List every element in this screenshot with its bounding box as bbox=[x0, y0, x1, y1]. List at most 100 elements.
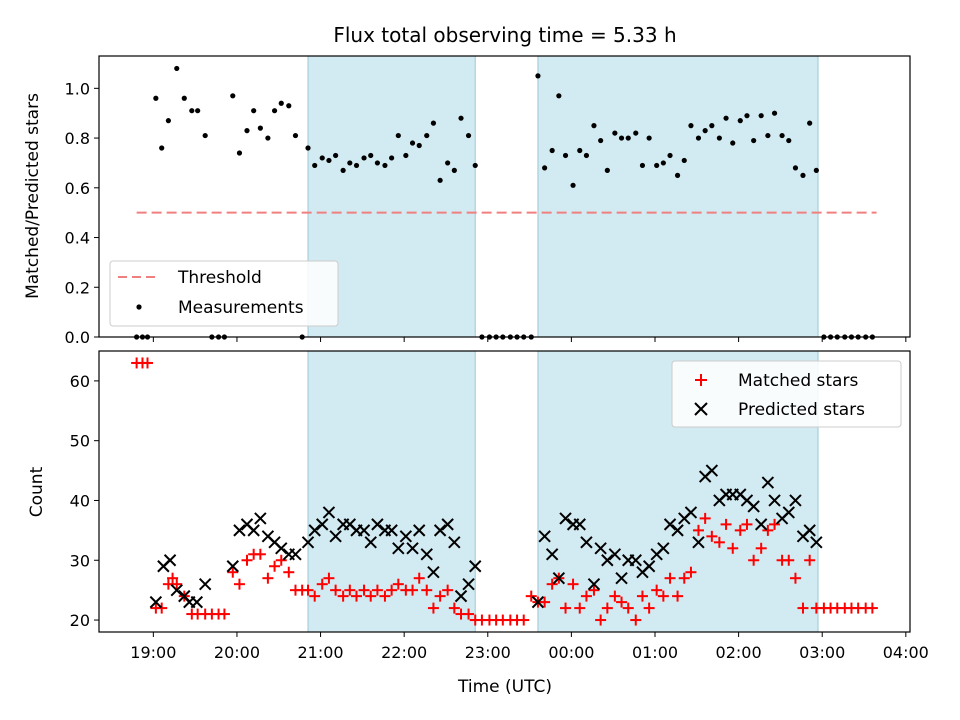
predicted-star-marker bbox=[170, 583, 183, 597]
predicted-star-marker bbox=[559, 512, 572, 525]
marker-stroke bbox=[692, 536, 705, 549]
matched-star-marker bbox=[379, 590, 391, 602]
predicted-star-marker bbox=[233, 524, 246, 537]
measurement-point bbox=[312, 162, 318, 169]
top-y-axis-label: Matched/Predicted stars bbox=[23, 93, 43, 299]
matched-star-marker bbox=[218, 608, 230, 620]
marker-stroke bbox=[149, 595, 163, 609]
predicted-star-marker bbox=[406, 542, 419, 555]
measurement-point bbox=[305, 145, 311, 151]
measurement-point bbox=[723, 115, 729, 121]
predicted-star-marker bbox=[782, 506, 795, 519]
y-tick-label: 0.6 bbox=[65, 179, 90, 198]
predicted-star-marker bbox=[301, 536, 315, 549]
matched-star-marker bbox=[518, 614, 530, 626]
measurement-point bbox=[445, 160, 451, 166]
measurement-point bbox=[709, 123, 715, 129]
marker-stroke bbox=[190, 595, 204, 609]
predicted-star-marker bbox=[322, 506, 336, 519]
measurement-point bbox=[368, 152, 374, 159]
measurement-point bbox=[570, 182, 576, 188]
measurement-point bbox=[409, 140, 416, 146]
measurement-point bbox=[347, 160, 353, 166]
legend-predicted-label: Predicted stars bbox=[738, 400, 865, 420]
measurement-point bbox=[688, 123, 694, 129]
predicted-star-marker bbox=[642, 560, 656, 573]
marker-stroke bbox=[740, 494, 754, 507]
marker-stroke bbox=[448, 536, 461, 549]
marker-stroke bbox=[198, 577, 212, 591]
matched-star-marker bbox=[442, 584, 454, 596]
measurement-point bbox=[174, 65, 180, 72]
marker-stroke bbox=[538, 530, 551, 543]
x-tick-label: 01:00 bbox=[632, 643, 678, 662]
y-tick-label: 0.8 bbox=[65, 129, 90, 148]
measurement-point bbox=[633, 130, 639, 136]
matched-star-marker bbox=[588, 584, 600, 596]
y-tick-label: 20 bbox=[70, 611, 90, 630]
matched-star-marker bbox=[657, 590, 669, 602]
matched-star-marker bbox=[789, 572, 801, 584]
matched-star-marker bbox=[651, 584, 663, 596]
predicted-star-marker bbox=[190, 595, 204, 609]
matched-star-marker bbox=[567, 578, 579, 590]
bottom-y-axis-label: Count bbox=[27, 466, 47, 517]
measurement-point bbox=[244, 128, 250, 134]
shaded-interval bbox=[537, 55, 819, 338]
bottom-y-axis: 20 30 40 50 60 bbox=[70, 372, 99, 630]
marker-stroke bbox=[427, 566, 440, 579]
y-tick-label: 0.4 bbox=[65, 229, 90, 248]
measurement-point bbox=[751, 137, 757, 144]
predicted-star-marker bbox=[163, 554, 177, 567]
measurement-point bbox=[535, 73, 541, 79]
marker-stroke bbox=[308, 524, 321, 537]
matched-star-marker bbox=[227, 566, 239, 578]
top-legend-box bbox=[109, 260, 339, 327]
measurement-point bbox=[779, 132, 785, 139]
predicted-star-marker bbox=[684, 506, 698, 519]
top-x-ticks bbox=[152, 337, 907, 342]
matched-star-marker bbox=[783, 554, 795, 566]
predicted-star-marker bbox=[615, 571, 628, 585]
legend-measurements-label: Measurements bbox=[178, 298, 304, 318]
y-tick-label: 0.0 bbox=[65, 328, 90, 347]
predicted-star-marker bbox=[594, 542, 607, 555]
legend-threshold-label: Threshold bbox=[177, 268, 262, 288]
measurement-point bbox=[326, 157, 332, 164]
matched-star-marker bbox=[804, 554, 816, 566]
predicted-star-marker bbox=[545, 548, 559, 561]
measurement-point bbox=[333, 152, 339, 159]
matched-star-marker bbox=[262, 572, 274, 584]
x-tick-label: 19:00 bbox=[130, 643, 176, 662]
matched-star-marker bbox=[678, 572, 690, 584]
marker-stroke bbox=[233, 524, 246, 537]
marker-stroke bbox=[226, 560, 239, 573]
measurement-point bbox=[165, 118, 171, 124]
matched-star-marker bbox=[413, 572, 425, 584]
marker-stroke bbox=[803, 524, 816, 537]
marker-stroke bbox=[810, 536, 823, 549]
measurement-point bbox=[458, 115, 464, 121]
measurement-point bbox=[340, 167, 346, 173]
marker-stroke bbox=[357, 524, 371, 537]
measurement-point bbox=[716, 135, 722, 141]
predicted-star-marker bbox=[671, 524, 684, 537]
matched-star-marker bbox=[546, 578, 558, 590]
measurement-point bbox=[765, 132, 771, 139]
matched-star-marker bbox=[797, 602, 809, 614]
predicted-star-marker bbox=[357, 524, 371, 537]
legend-measurements-swatch bbox=[136, 304, 142, 310]
predicted-star-marker bbox=[573, 518, 586, 531]
x-tick-label: 21:00 bbox=[298, 643, 344, 662]
matched-star-marker bbox=[713, 536, 725, 548]
measurement-point bbox=[265, 135, 271, 141]
matched-star-marker bbox=[167, 572, 179, 584]
predicted-star-marker bbox=[420, 548, 433, 561]
predicted-star-marker bbox=[705, 464, 719, 477]
predicted-star-marker bbox=[587, 577, 601, 591]
measurement-point bbox=[786, 137, 792, 144]
measurement-point bbox=[681, 157, 687, 164]
marker-stroke bbox=[608, 548, 622, 561]
marker-stroke bbox=[462, 577, 475, 591]
predicted-star-marker bbox=[371, 518, 384, 531]
